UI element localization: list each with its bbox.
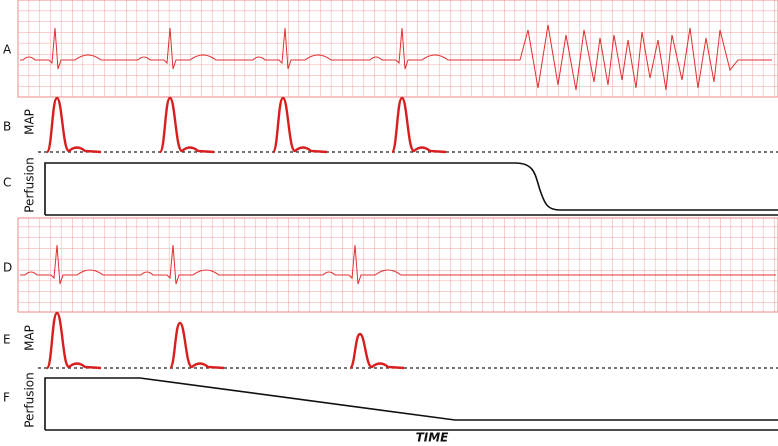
perfusion-trace [44, 377, 778, 430]
axis-label: Perfusion [23, 157, 37, 213]
map-pulse [390, 96, 447, 154]
panel-label: A [3, 43, 12, 57]
axis-label: MAP [23, 109, 37, 135]
axis-label: Perfusion [23, 372, 37, 428]
ecg-grid [17, 0, 778, 98]
panel-label: F [3, 391, 10, 405]
panel-label: C [3, 176, 11, 190]
map-pulse [348, 332, 405, 370]
panel-label: B [3, 120, 11, 134]
ecg-trace [20, 244, 776, 285]
axis-label: MAP [23, 325, 37, 351]
map-pulse [168, 321, 225, 370]
x-axis-label: TIME [416, 431, 450, 445]
ecg-grid [17, 217, 778, 313]
map-pulse [271, 96, 328, 154]
map-pulse [158, 96, 215, 154]
perfusion-trace [44, 162, 778, 215]
map-pulse [45, 96, 102, 154]
ecg-trace [20, 24, 772, 91]
map-pulse [45, 311, 102, 370]
panel-label: D [3, 261, 12, 275]
panel-label: E [3, 333, 11, 347]
